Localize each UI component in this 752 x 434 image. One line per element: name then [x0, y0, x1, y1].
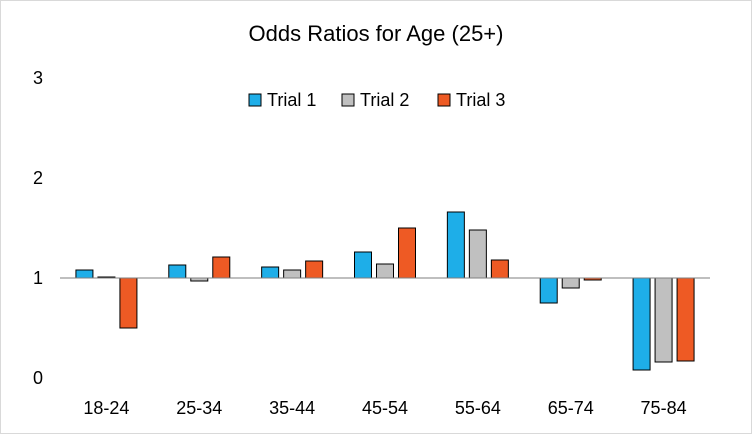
bar-trial-3 [676, 277, 695, 362]
y-axis-ticks: 0 1 2 3 [33, 68, 43, 388]
legend-swatch [341, 93, 355, 107]
y-tick-label: 2 [33, 168, 43, 188]
bar-trial-3 [305, 260, 324, 279]
bar-trial-3 [119, 277, 138, 329]
bar-trial-2 [561, 277, 580, 289]
bar-trial-3 [212, 256, 231, 279]
bar-trial-2 [283, 269, 302, 279]
bar-trial-2 [468, 229, 487, 279]
bar-trial-1 [632, 277, 651, 371]
bar-trial-1 [446, 211, 465, 279]
x-tick-label: 75-84 [641, 398, 687, 418]
legend-swatch [248, 93, 262, 107]
bar-trial-1 [75, 269, 94, 279]
bar-trial-1 [261, 266, 280, 279]
legend-label: Trial 2 [360, 90, 409, 110]
x-tick-label: 55-64 [455, 398, 501, 418]
y-tick-label: 0 [33, 368, 43, 388]
x-tick-label: 25-34 [176, 398, 222, 418]
bar-trial-1 [168, 264, 187, 279]
bar-trial-1 [354, 251, 372, 279]
x-tick-label: 45-54 [362, 398, 408, 418]
bar-trial-2 [376, 263, 394, 279]
legend-label: Trial 1 [267, 90, 316, 110]
legend: Trial 1 Trial 2 Trial 3 [248, 90, 505, 110]
y-tick-label: 1 [33, 268, 43, 288]
legend-label: Trial 3 [456, 90, 505, 110]
legend-swatch [437, 93, 451, 107]
bar-trial-3 [490, 259, 509, 279]
x-tick-label: 35-44 [269, 398, 315, 418]
bar-trial-1 [539, 277, 558, 304]
chart-title: Odds Ratios for Age (25+) [249, 21, 504, 46]
bar-trial-3 [398, 227, 416, 279]
bar-trial-2 [654, 277, 673, 363]
bars [75, 211, 695, 371]
x-tick-label: 18-24 [83, 398, 129, 418]
y-tick-label: 3 [33, 68, 43, 88]
x-tick-label: 65-74 [548, 398, 594, 418]
x-axis-ticks: 18-24 25-34 35-44 45-54 55-64 65-74 75-84 [83, 398, 686, 418]
